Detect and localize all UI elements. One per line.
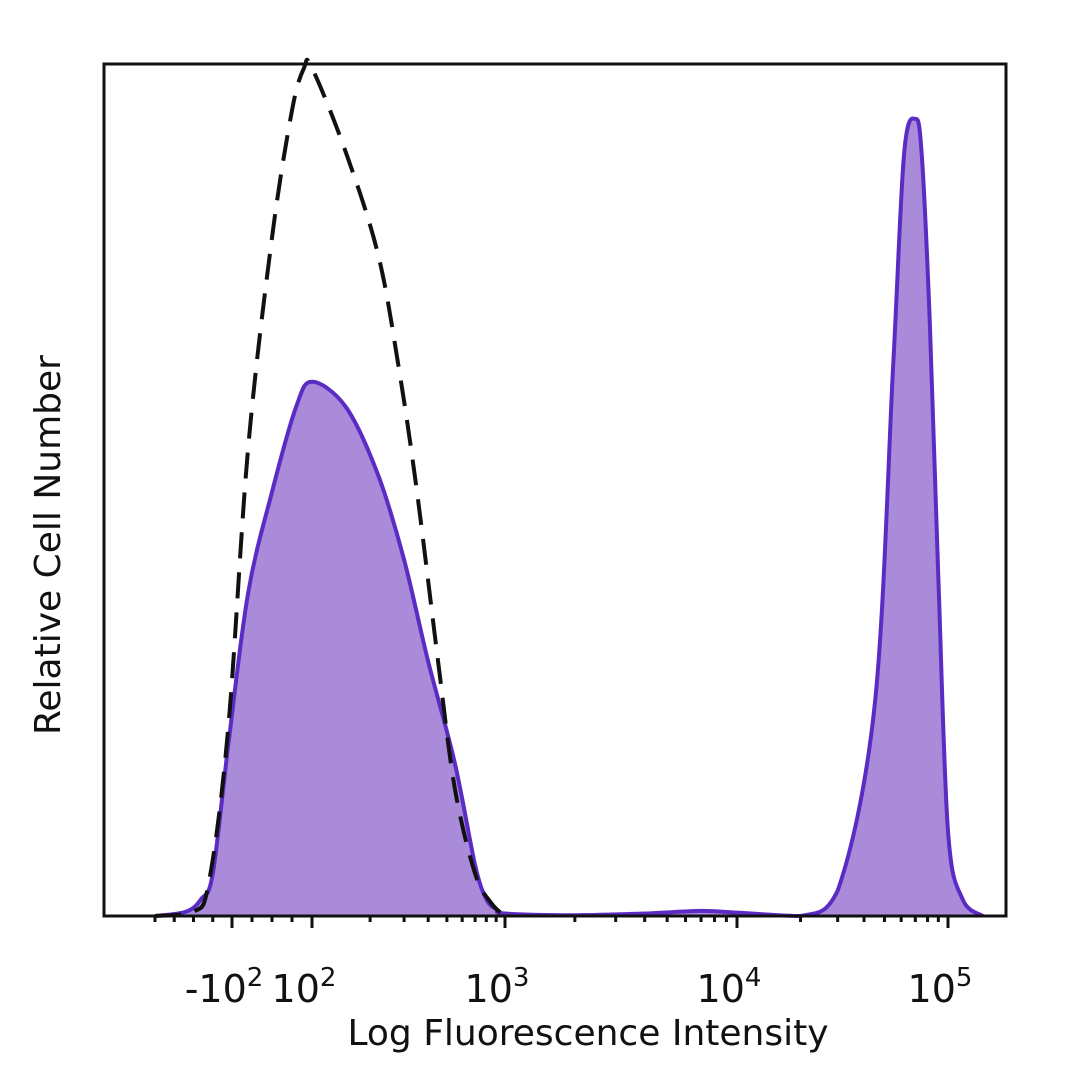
x-tick-label: 104 (697, 963, 762, 1011)
x-tick-label: -102 (185, 963, 264, 1011)
series-dashed-line (154, 57, 507, 918)
series-layer (154, 57, 985, 919)
x-axis-tick-labels: -102 102 103 104 105 (185, 963, 973, 1011)
x-tick-label: 102 (272, 963, 337, 1011)
plot-frame (102, 62, 1008, 918)
series-fill-area (155, 118, 983, 916)
x-tick-label: 105 (908, 963, 973, 1011)
x-axis-title: Log Fluorescence Intensity (347, 1013, 828, 1054)
y-axis-title: Relative Cell Number (28, 355, 69, 735)
x-axis-ticks (153, 916, 950, 928)
x-tick-label: 103 (465, 963, 530, 1011)
